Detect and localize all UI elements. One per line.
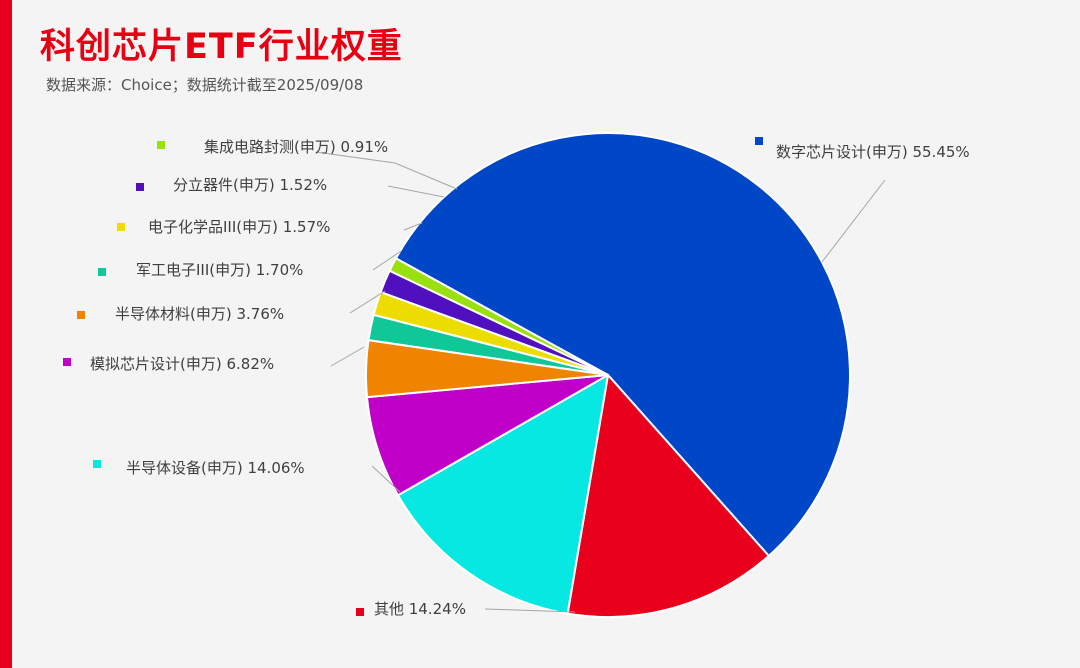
legend-swatch-7	[117, 223, 125, 231]
slice-labels: 数字芯片设计(申万) 55.45% 其他 14.24% 半导体设备(申万) 14.0…	[63, 137, 970, 618]
slice-label-5: 半导体材料(申万) 3.76%	[115, 305, 284, 323]
leader-line-7	[403, 222, 423, 231]
legend-swatch-2	[356, 608, 364, 616]
pie-slice-2	[566, 374, 770, 618]
slice-label-8: 分立器件(申万) 1.52%	[173, 176, 327, 194]
leader-line-8	[387, 185, 445, 198]
accent-side-bar	[0, 0, 12, 668]
legend-swatch-1	[755, 137, 763, 145]
slice-label-4: 模拟芯片设计(申万) 6.82%	[90, 355, 274, 373]
leader-line-9	[315, 151, 458, 190]
slice-label-2: 其他 14.24%	[374, 600, 466, 618]
leader-line-1	[821, 179, 886, 263]
leader-line-6	[372, 250, 402, 271]
leader-lines	[315, 151, 886, 613]
slice-label-1: 数字芯片设计(申万) 55.45%	[776, 143, 970, 161]
page-title: 科创芯片ETF行业权重	[40, 27, 403, 67]
slice-label-9: 集成电路封测(申万) 0.91%	[204, 138, 388, 156]
legend-swatch-3	[93, 460, 101, 468]
legend-swatch-6	[98, 268, 106, 276]
pie-slice-9	[388, 257, 609, 376]
data-source-note: 数据来源：Choice；数据统计截至2025/09/08	[46, 76, 364, 94]
pie-slice-3	[396, 374, 609, 615]
legend-swatch-4	[63, 358, 71, 366]
legend-swatch-8	[136, 183, 144, 191]
leader-line-5	[349, 290, 386, 314]
slice-label-6: 军工电子III(申万) 1.70%	[136, 261, 303, 279]
pie-slices	[365, 132, 851, 618]
legend-swatch-9	[157, 141, 165, 149]
leader-line-3	[371, 465, 401, 493]
legend-swatch-5	[77, 311, 85, 319]
slice-label-7: 电子化学品III(申万) 1.57%	[148, 218, 330, 236]
leader-line-4	[330, 346, 365, 367]
leader-line-2	[484, 608, 576, 613]
pie-slice-1	[394, 132, 851, 557]
slice-label-3: 半导体设备(申万) 14.06%	[126, 459, 305, 477]
